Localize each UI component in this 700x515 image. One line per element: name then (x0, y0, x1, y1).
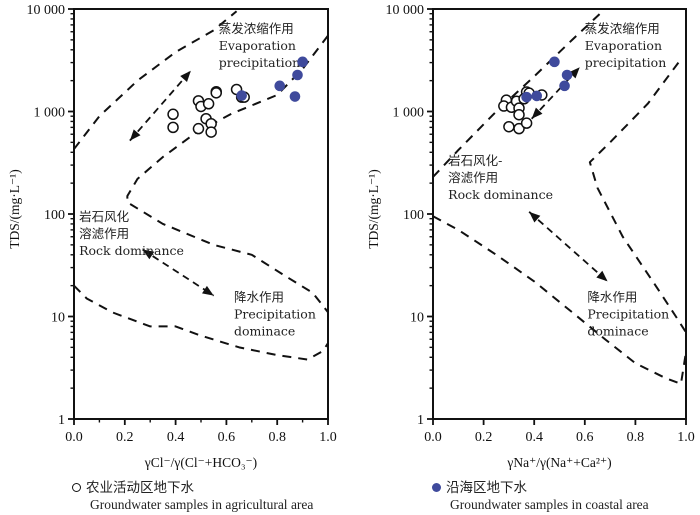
arrowhead-icon (529, 211, 541, 223)
y-tick-label: 10 000 (386, 3, 425, 18)
x-tick-label: 1.0 (677, 430, 695, 445)
annotation-line: dominace (234, 324, 295, 339)
annotation-line: Evaporation (219, 38, 296, 53)
x-tick-label: 0.0 (65, 430, 83, 445)
annotation-line: precipitation (585, 55, 666, 70)
x-axis-title: γNa⁺/γ(Na⁺+Ca²⁺) (506, 455, 611, 470)
y-tick-label: 1 (417, 413, 424, 428)
y-tick-label: 10 (51, 311, 65, 326)
y-tick-label: 100 (403, 208, 424, 223)
legend-agricultural: 农业活动区地下水 Groundwater samples in agricult… (72, 479, 313, 513)
x-tick-label: 1.0 (319, 430, 337, 445)
x-tick-label: 0.8 (268, 430, 286, 445)
x-tick-label: 0.2 (116, 430, 134, 445)
legend-agricultural-cn: 农业活动区地下水 (86, 480, 194, 495)
annotation-line: dominace (587, 324, 648, 339)
annotation-line: Rock dominance (79, 243, 184, 258)
y-tick-label: 1 000 (34, 106, 66, 121)
arrowhead-icon (202, 285, 214, 296)
agricultural-sample-point (520, 117, 533, 129)
coastal-sample-point (561, 69, 573, 81)
x-tick-label: 0.6 (218, 430, 236, 445)
agricultural-sample-point (503, 120, 515, 133)
chart-left-cl-ratio: 1 10 100 1 000 10 000 0.0 0.2 0.4 0.6 0.8 1.0 γCl⁻/… (7, 3, 337, 470)
agricultural-sample-point (205, 126, 217, 138)
y-tick-label: 100 (44, 208, 65, 223)
agricultural-sample-point (210, 87, 222, 99)
coastal-sample-point (521, 91, 532, 103)
arrowhead-icon (568, 67, 580, 79)
legend-coastal-cn: 沿海区地下水 (446, 480, 527, 495)
region-annotation: 降水作用 Precipitation dominace (234, 290, 316, 339)
legend-agricultural-en: Groundwater samples in agricultural area (90, 497, 314, 512)
region-annotation: 降水作用 Precipitation dominace (587, 290, 669, 339)
annotation-line: 蒸发浓缩作用 (219, 21, 294, 36)
coastal-sample-point (531, 90, 543, 102)
legend-coastal: 沿海区地下水 Groundwater samples in coastal ar… (432, 479, 649, 513)
coastal-sample-point (289, 91, 301, 102)
coastal-sample-point (559, 80, 570, 92)
trend-arrow-line (528, 211, 609, 283)
boundary-lower-envelope (126, 35, 329, 313)
agricultural-sample-point (192, 122, 205, 135)
agricultural-sample-point (513, 122, 525, 135)
coastal-sample-point (274, 80, 286, 92)
x-axis-title: γCl⁻/γ(Cl⁻+HCO₃⁻) (144, 455, 257, 470)
legend-coastal-en: Groundwater samples in coastal area (450, 497, 649, 512)
x-tick-label: 0.4 (167, 430, 185, 445)
x-tick-label: 0.6 (576, 430, 594, 445)
legend-open-circle-icon (72, 483, 81, 492)
y-tick-label: 10 000 (27, 3, 66, 18)
region-annotation: 蒸发浓缩作用 Evaporation precipitation (585, 21, 666, 70)
annotation-line: 岩石风化- (448, 153, 502, 168)
plot-frame (432, 8, 687, 420)
legend-filled-circle-icon (432, 483, 441, 492)
y-axis-title: TDS/(mg·L⁻¹) (7, 169, 22, 248)
arrowhead-icon (180, 70, 191, 82)
coastal-sample-point (549, 56, 560, 68)
annotation-line: 降水作用 (234, 290, 284, 305)
y-tick-label: 10 (410, 311, 424, 326)
agricultural-sample-point (513, 108, 525, 121)
coastal-sample-point (236, 90, 247, 101)
boundary-bottom-envelope (73, 284, 329, 361)
agricultural-sample-point (167, 121, 179, 134)
boundary-middle-envelope (588, 61, 687, 333)
region-annotation: 蒸发浓缩作用 Evaporation precipitation (219, 21, 300, 70)
y-axis-title: TDS/(mg·L⁻¹) (366, 169, 381, 248)
x-tick-label: 0.8 (627, 430, 645, 445)
chart-right-na-ratio: 1 10 100 1 000 10 000 0.0 0.2 0.4 0.6 0.8 1.0 γNa⁺/… (366, 3, 695, 470)
region-annotation: 岩石风化- 溶滤作用 Rock dominance (448, 153, 553, 202)
agricultural-sample-point (167, 108, 179, 121)
x-tick-label: 0.4 (525, 430, 543, 445)
y-tick-label: 1 (58, 413, 65, 428)
arrowhead-icon (142, 249, 155, 260)
annotation-line: 降水作用 (587, 290, 637, 305)
annotation-line: precipitation (219, 55, 300, 70)
trend-arrow-line (142, 248, 215, 297)
annotation-line: Precipitation (587, 307, 669, 322)
annotation-line: Evaporation (585, 38, 662, 53)
annotation-line: Precipitation (234, 307, 316, 322)
boundary-upper-envelope (73, 10, 238, 150)
region-annotation: 岩石风化溶滤作用 Rock dominance (79, 209, 184, 258)
coastal-sample-point (297, 56, 308, 68)
arrowhead-icon (531, 107, 543, 119)
x-tick-label: 0.2 (475, 430, 493, 445)
boundary-upper-envelope (432, 12, 601, 178)
arrowhead-icon (129, 129, 141, 141)
annotation-line: Rock dominance (448, 187, 553, 202)
x-tick-label: 0.0 (424, 430, 442, 445)
annotation-line: 溶滤作用 (79, 226, 129, 241)
annotation-line: 溶滤作用 (448, 170, 498, 185)
boundary-lower-envelope (432, 215, 687, 385)
agricultural-sample-point (202, 98, 215, 110)
trend-arrow-line (129, 70, 192, 142)
arrowhead-icon (596, 270, 608, 282)
annotation-line: 蒸发浓缩作用 (585, 21, 660, 36)
coastal-sample-point (292, 69, 303, 81)
y-tick-label: 1 000 (393, 106, 425, 121)
annotation-line: 岩石风化 (79, 209, 130, 224)
